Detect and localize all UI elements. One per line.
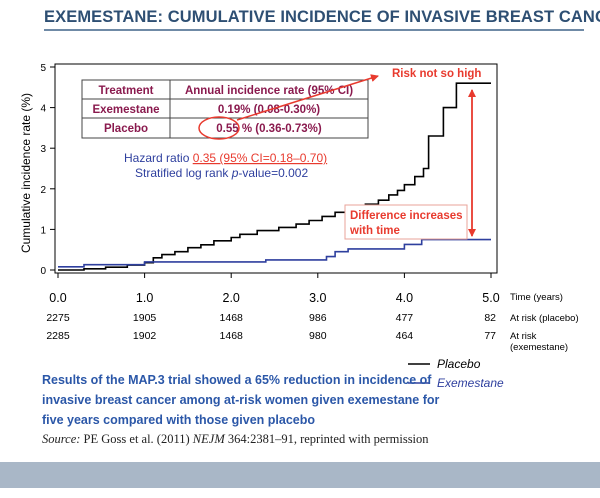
difference-annotation-line2: with time — [349, 225, 400, 237]
logrank-prefix: Stratified log rank — [135, 166, 232, 180]
table-header-treatment: Treatment — [99, 85, 154, 97]
logrank-p: p — [231, 166, 239, 180]
x-tick-label: 0.0 — [49, 291, 66, 305]
y-tick-label: 2 — [40, 185, 46, 196]
figure-caption: Results of the MAP.3 trial showed a 65% … — [42, 373, 440, 427]
at-risk-placebo-value: 82 — [484, 312, 496, 324]
table-cell-placebo-name: Placebo — [104, 123, 148, 135]
difference-annotation-line1: Difference increases — [350, 210, 463, 222]
logrank-suffix: -value=0.002 — [238, 166, 308, 180]
legend: Placebo Exemestane — [408, 357, 504, 390]
y-tick-label: 1 — [40, 225, 46, 236]
table-header-rate: Annual incidence rate (95% CI) — [185, 85, 353, 97]
at-risk-exemestane-value: 1468 — [220, 330, 244, 342]
y-axis-label: Cumulative incidence rate (%) — [19, 93, 33, 253]
x-tick-label: 2.0 — [223, 291, 240, 305]
placebo-curve — [58, 82, 491, 271]
source-journal: NEJM — [192, 432, 225, 446]
at-risk-placebo-value: 1905 — [133, 312, 157, 324]
hazard-ratio-value: 0.35 (95% CI=0.18–0.70) — [193, 151, 327, 165]
at-risk-exemestane-value: 980 — [309, 330, 327, 342]
difference-annotation-box — [344, 204, 468, 240]
at-risk-exemestane-value: 77 — [484, 330, 496, 342]
at-risk-exemestane-value: 1902 — [133, 330, 157, 342]
footer-bar — [0, 462, 600, 488]
table-cell-exemestane-name: Exemestane — [92, 104, 159, 116]
source-authors: PE Goss et al. (2011) — [80, 432, 193, 446]
y-tick-label: 5 — [40, 63, 46, 74]
title-divider — [44, 29, 584, 31]
x-tick-label: 3.0 — [309, 291, 326, 305]
legend-exemestane-label: Exemestane — [437, 376, 504, 390]
page-title: EXEMESTANE: CUMULATIVE INCIDENCE OF INVA… — [44, 8, 600, 26]
y-tick-label: 4 — [40, 104, 46, 115]
at-risk-placebo-value: 2275 — [46, 312, 70, 324]
source-rest: 364:2381–91, reprinted with permission — [224, 432, 429, 446]
at-risk-placebo-value: 1468 — [220, 312, 244, 324]
at-risk-placebo-value: 986 — [309, 312, 327, 324]
incidence-table: Treatment Annual incidence rate (95% CI)… — [81, 79, 369, 139]
risk-annotation: Risk not so high — [392, 68, 481, 80]
at-risk-placebo-value: 477 — [396, 312, 414, 324]
x-tick-label: 1.0 — [136, 291, 153, 305]
at-risk-exemestane-label-line2: (exemestane) — [510, 342, 568, 353]
x-axis-label: Time (years) — [510, 292, 563, 303]
at-risk-placebo-label: At risk (placebo) — [510, 313, 579, 324]
at-risk-exemestane-label-line1: At risk — [510, 331, 537, 342]
at-risk-exemestane-value: 2285 — [46, 330, 70, 342]
plot-frame — [54, 63, 498, 274]
at-risk-exemestane-value: 464 — [396, 330, 414, 342]
source-prefix: Source: — [42, 432, 81, 446]
exemestane-curve — [58, 238, 491, 268]
y-tick-label: 0 — [40, 266, 46, 277]
x-tick-label: 5.0 — [482, 291, 499, 305]
logrank-text: Stratified log rank p-value=0.002 — [135, 166, 308, 180]
hazard-ratio-text: Hazard ratio 0.35 (95% CI=0.18–0.70) — [124, 151, 327, 165]
y-tick-label: 3 — [40, 144, 46, 155]
hazard-ratio-label: Hazard ratio — [124, 151, 193, 165]
legend-placebo-label: Placebo — [437, 357, 481, 371]
source-citation: Source: PE Goss et al. (2011) NEJM 364:2… — [42, 432, 429, 447]
x-tick-label: 4.0 — [396, 291, 413, 305]
risk-arrow — [236, 74, 379, 121]
highlight-ellipse — [198, 116, 240, 140]
table-cell-placebo-rate: 0.55 % (0.36-0.73%) — [216, 123, 322, 135]
